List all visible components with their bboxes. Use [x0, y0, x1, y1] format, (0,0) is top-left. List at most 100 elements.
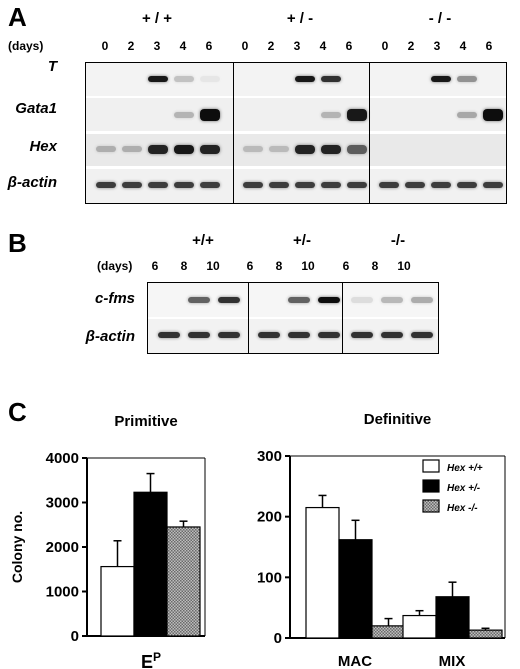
gel-a-band-A-0-4 [200, 182, 220, 188]
gel-a-band-G-0-3 [174, 112, 194, 118]
panel-b-day-1-0: 6 [246, 259, 254, 273]
primitive-bar-0-2 [166, 526, 201, 637]
panel-b-day-0-0: 6 [151, 259, 159, 273]
gel-a-band-A-2-0 [379, 182, 399, 188]
gel-b-band-A-1-2 [318, 332, 340, 338]
panel-b-day-2-2: 10 [397, 259, 411, 273]
panel-b-day-1-2: 10 [301, 259, 315, 273]
primitive-ylabel: Colony no. [9, 511, 25, 583]
definitive-ytick-label-0: 0 [274, 630, 282, 647]
gel-a-band-A-0-0 [96, 182, 116, 188]
gel-a-band-G-1-4 [347, 109, 367, 121]
gel-b-band-C-2-1 [381, 297, 403, 303]
gene-label-beta-actin-b: β-actin [85, 328, 135, 345]
gel-b-band-C-2-0 [351, 297, 373, 303]
gel-a-band-H-1-4 [347, 144, 367, 154]
legend-swatch-2 [422, 499, 440, 513]
gel-a-band-A-2-2 [431, 182, 451, 188]
primitive-ytick-label-3: 3000 [46, 495, 79, 512]
gel-a-band-T-2-3 [457, 76, 477, 82]
gel-b-band-C-1-2 [318, 297, 340, 303]
gel-a-band-H-1-1 [269, 146, 289, 152]
panel-b-days-label: (days) [97, 259, 133, 273]
gel-a-band-G-0-4 [200, 109, 220, 121]
panel-a-genotype-het: + / - [286, 10, 314, 27]
panel-b-day-0-1: 8 [180, 259, 188, 273]
primitive-title: Primitive [114, 413, 177, 430]
panel-a-day-1-2: 3 [293, 39, 301, 53]
gel-a-band-H-0-3 [174, 144, 194, 154]
gel-b-band-C-0-1 [188, 297, 210, 303]
panel-a-day-2-1: 2 [407, 39, 415, 53]
gel-a-band-A-1-0 [243, 182, 263, 188]
gel-b-band-C-2-2 [411, 297, 433, 303]
panel-b-letter: B [8, 228, 27, 258]
definitive-bar-1-0 [402, 614, 437, 639]
panel-a-day-0-4: 6 [205, 39, 213, 53]
gel-b-band-A-1-0 [258, 332, 280, 338]
panel-a-day-1-0: 0 [241, 39, 249, 53]
gel-panel-a [85, 62, 507, 204]
gel-a-band-A-2-4 [483, 182, 503, 188]
panel-a-days-label: (days) [8, 39, 44, 53]
gel-a-band-T-0-2 [148, 76, 168, 82]
panel-b-genotype-ko: -/- [390, 232, 406, 249]
panel-a-day-1-4: 6 [345, 39, 353, 53]
gel-a-band-H-1-3 [321, 144, 341, 154]
gel-b-separator-2 [342, 283, 343, 353]
primitive-bar-0-1 [133, 491, 168, 637]
primitive-category-label: EP [141, 650, 161, 669]
panel-a-day-2-3: 4 [459, 39, 467, 53]
gel-b-band-A-0-2 [218, 332, 240, 338]
gel-b-band-A-0-0 [158, 332, 180, 338]
definitive-bar-1-1 [435, 596, 470, 639]
gel-a-band-A-2-1 [405, 182, 425, 188]
definitive-title: Definitive [364, 411, 432, 428]
legend-label-2: Hex -/- [447, 503, 478, 514]
gel-b-band-A-2-2 [411, 332, 433, 338]
panel-a-genotype-ko: - / - [428, 10, 452, 27]
gel-b-band-C-1-1 [288, 297, 310, 303]
gel-a-band-A-0-3 [174, 182, 194, 188]
gene-label-t: T [47, 58, 57, 75]
gel-a-band-A-2-3 [457, 182, 477, 188]
panel-a-day-0-3: 4 [179, 39, 187, 53]
gel-a-band-T-1-2 [295, 76, 315, 82]
panel-a-letter: A [8, 2, 27, 32]
gel-a-band-A-0-2 [148, 182, 168, 188]
gel-a-band-A-0-1 [122, 182, 142, 188]
gene-label-gata1: Gata1 [15, 100, 57, 117]
panel-a-day-0-1: 2 [127, 39, 135, 53]
panel-b-day-1-1: 8 [275, 259, 283, 273]
gel-a-band-H-1-2 [295, 144, 315, 154]
definitive-category-label-1: MIX [439, 653, 466, 669]
gel-a-band-T-0-4 [200, 76, 220, 82]
primitive-bar-0-0 [100, 565, 135, 637]
panel-b-genotype-wt: +/+ [192, 232, 214, 249]
panel-a-genotype-wt: + / + [141, 10, 173, 27]
gene-label-beta-actin-a: β-actin [7, 174, 57, 191]
gel-a-band-A-1-3 [321, 182, 341, 188]
gel-b-band-A-2-0 [351, 332, 373, 338]
gel-a-band-H-0-0 [96, 146, 116, 152]
gel-b-band-A-2-1 [381, 332, 403, 338]
legend-label-1: Hex +/- [447, 483, 481, 494]
gene-label-c-fms: c-fms [94, 290, 135, 307]
gel-a-band-A-1-2 [295, 182, 315, 188]
gel-row-gata1 [86, 98, 506, 131]
gel-a-band-T-1-3 [321, 76, 341, 82]
panel-c-letter: C [8, 397, 27, 427]
legend-label-0: Hex +/+ [447, 463, 483, 474]
gel-a-band-H-0-2 [148, 144, 168, 154]
panel-a-day-2-2: 3 [433, 39, 441, 53]
panel-a-day-0-2: 3 [153, 39, 161, 53]
definitive-ytick-label-2: 200 [257, 509, 282, 526]
gel-a-separator-2 [369, 63, 370, 203]
gel-a-band-G-2-4 [483, 109, 503, 121]
definitive-bar-0-0 [305, 506, 340, 639]
gel-a-band-T-0-3 [174, 76, 194, 82]
panel-a-day-1-1: 2 [267, 39, 275, 53]
panel-a-day-2-0: 0 [381, 39, 389, 53]
gel-a-band-H-0-1 [122, 146, 142, 152]
